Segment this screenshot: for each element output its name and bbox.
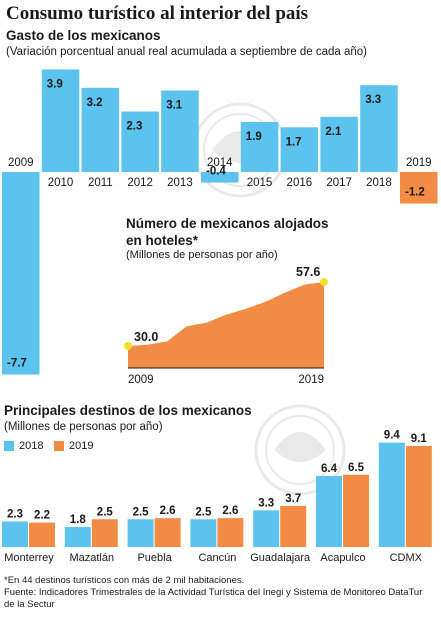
- bar-gasto-2016: [280, 127, 319, 172]
- tick-label-cdmx: CDMX: [390, 552, 423, 564]
- tick-label-gasto-2019: 2019: [406, 157, 432, 169]
- value-label-hoteles-start: 30.0: [134, 330, 158, 344]
- legend-swatch-2018: [4, 441, 14, 451]
- tick-label-acapulco: Acapulco: [320, 552, 365, 564]
- value-label-cancún-2019: 2.6: [222, 505, 238, 517]
- hoteles-area-chart: 30.0 57.6 2009 2019: [124, 265, 328, 386]
- bar-gasto-2014: [201, 172, 239, 183]
- bar-mazatlán-2018: [64, 527, 91, 547]
- bar-gasto-2009: [2, 172, 40, 375]
- tick-label-cancún: Cancún: [198, 552, 236, 564]
- bar-guadalajara-2019: [280, 505, 307, 547]
- bar-acapulco-2019: [343, 474, 369, 547]
- bar-cdmx-2019: [405, 445, 432, 547]
- bar-guadalajara-2018: [253, 510, 280, 547]
- value-label-gasto-2018: 3.3: [365, 94, 381, 106]
- gasto-chart-title: Gasto de los mexicanos: [6, 28, 161, 43]
- destinos-grouped-bar-chart: 2.3 2.2 Monterrey 1.8 2.5 Mazatlán 2.5 2.6 Puebl…: [2, 430, 432, 564]
- value-label-guadalajara-2019: 3.7: [285, 493, 301, 505]
- value-label-gasto-2011: 3.2: [87, 97, 103, 109]
- legend-label-2018: 2018: [19, 440, 44, 452]
- value-label-gasto-2015: 1.9: [246, 131, 262, 143]
- bar-puebla-2019: [154, 518, 181, 547]
- destinos-chart-subtitle: (Millones de personas por año): [4, 421, 163, 433]
- legend-swatch-2019: [54, 441, 64, 451]
- bar-gasto-2013: [161, 90, 199, 172]
- tick-label-gasto-2011: 2011: [88, 177, 113, 189]
- value-label-cancún-2018: 2.5: [195, 506, 212, 518]
- point-hoteles-end: [320, 278, 328, 286]
- bar-gasto-2015: [240, 122, 279, 172]
- tick-label-hoteles-last: 2019: [298, 374, 324, 386]
- gasto-chart-subtitle: (Variación porcentual anual real acumula…: [6, 46, 367, 58]
- tick-label-gasto-2012: 2012: [127, 177, 153, 189]
- value-label-puebla-2019: 2.6: [160, 505, 176, 517]
- tick-label-gasto-2017: 2017: [326, 177, 352, 189]
- tick-label-guadalajara: Guadalajara: [250, 552, 311, 564]
- destinos-chart-title: Principales destinos de los mexicanos: [4, 403, 252, 418]
- legend-item-2019: 2019: [54, 440, 93, 452]
- value-label-gasto-2013: 3.1: [166, 99, 183, 111]
- bar-monterrey-2018: [2, 521, 28, 547]
- legend-item-2018: 2018: [4, 440, 43, 452]
- tick-label-gasto-2013: 2013: [167, 177, 193, 189]
- value-label-gasto-2017: 2.1: [325, 126, 342, 138]
- bar-gasto-2011: [81, 87, 120, 172]
- bar-gasto-2018: [360, 85, 398, 172]
- tick-label-puebla: Puebla: [137, 552, 172, 564]
- value-label-gasto-2016: 1.7: [286, 136, 302, 148]
- value-label-gasto-2009: -7.7: [7, 358, 27, 370]
- tick-label-gasto-2014: 2014: [207, 157, 233, 169]
- tick-label-hoteles-first: 2009: [128, 374, 154, 386]
- tick-label-gasto-2016: 2016: [287, 177, 313, 189]
- value-label-acapulco-2018: 6.4: [321, 463, 338, 475]
- bar-gasto-2010: [41, 69, 80, 172]
- value-label-gasto-2014: -0.4: [206, 166, 226, 178]
- value-label-gasto-2019: -1.2: [405, 187, 425, 199]
- value-label-acapulco-2019: 6.5: [348, 462, 365, 474]
- tick-label-gasto-2018: 2018: [366, 177, 392, 189]
- tick-label-gasto-2010: 2010: [48, 177, 74, 189]
- value-label-cdmx-2019: 9.1: [411, 433, 428, 445]
- bar-acapulco-2018: [316, 475, 342, 547]
- value-label-mazatlán-2019: 2.5: [97, 506, 114, 518]
- footnote-note: *En 44 destinos turísticos con más de 2 …: [4, 575, 245, 586]
- tick-label-mazatlán: Mazatlán: [69, 552, 114, 564]
- value-label-gasto-2012: 2.3: [126, 121, 142, 133]
- hoteles-chart-subtitle: (Millones de personas por año): [126, 249, 278, 261]
- footnote-source: Fuente: Indicadores Trimestrales de la A…: [4, 587, 423, 610]
- value-label-cdmx-2018: 9.4: [384, 430, 401, 442]
- page-title: Consumo turístico al interior del país: [6, 3, 309, 24]
- tick-label-gasto-2009: 2009: [8, 157, 34, 169]
- bar-gasto-2017: [320, 116, 358, 172]
- value-label-puebla-2018: 2.5: [133, 506, 150, 518]
- bar-cdmx-2018: [378, 442, 405, 547]
- bar-gasto-2019: [400, 172, 438, 204]
- footnote: *En 44 destinos turísticos con más de 2 …: [4, 575, 434, 611]
- value-label-monterrey-2018: 2.3: [7, 508, 23, 520]
- bar-gasto-2012: [121, 111, 159, 172]
- value-label-mazatlán-2018: 1.8: [70, 514, 87, 526]
- bar-puebla-2018: [127, 519, 154, 547]
- value-label-guadalajara-2018: 3.3: [258, 497, 274, 509]
- tick-label-monterrey: Monterrey: [4, 552, 54, 564]
- bar-cancún-2019: [217, 518, 244, 547]
- value-label-monterrey-2019: 2.2: [34, 510, 50, 522]
- bar-mazatlán-2019: [91, 519, 118, 547]
- point-hoteles-start: [124, 342, 132, 350]
- tick-label-gasto-2015: 2015: [247, 177, 273, 189]
- gasto-bar-chart: -7.7 2009 3.9 2010 3.2 2011 2.3 2012 3.1 2013 -0.4…: [2, 69, 438, 375]
- legend-label-2019: 2019: [69, 440, 94, 452]
- value-label-gasto-2010: 3.9: [47, 78, 63, 90]
- hoteles-chart-title: Número de mexicanos alojados en hoteles*: [126, 216, 329, 248]
- watermark-seal-bottom: [254, 404, 346, 496]
- value-label-hoteles-end: 57.6: [296, 265, 320, 279]
- bar-cancún-2018: [190, 519, 217, 547]
- bar-monterrey-2019: [29, 522, 55, 547]
- area-hoteles: [128, 282, 324, 368]
